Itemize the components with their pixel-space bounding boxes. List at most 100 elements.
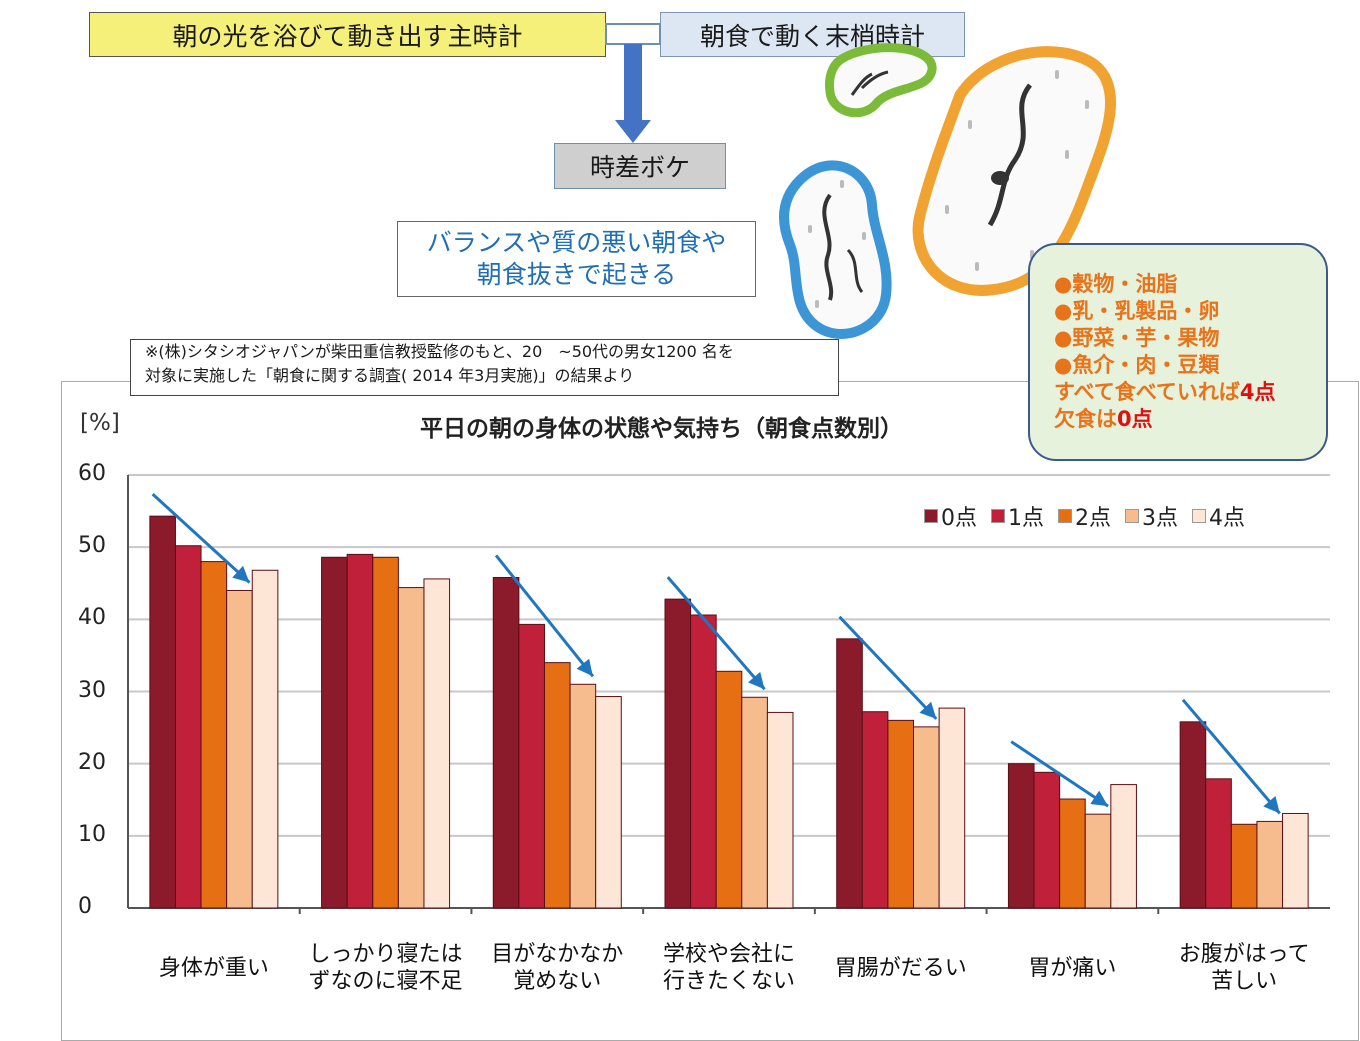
bar xyxy=(492,576,520,909)
bar xyxy=(1256,820,1284,909)
y-tick-label: 20 xyxy=(78,749,106,775)
bar xyxy=(346,553,374,909)
bad-breakfast-box: バランスや質の悪い朝食や 朝食抜きで起きる xyxy=(397,221,756,297)
trend-arrow xyxy=(494,554,595,678)
legend-label: 3点 xyxy=(1142,506,1178,531)
score-item-dairy: ●乳・乳製品・卵 xyxy=(1054,299,1220,323)
x-category-label: 学校や会社に 行きたくない xyxy=(662,942,795,994)
bar xyxy=(1205,778,1232,909)
master-clock-label: 朝の光を浴びて動き出す主時計 xyxy=(172,21,523,51)
legend-swatch xyxy=(1058,509,1072,523)
y-tick-label: 60 xyxy=(78,461,106,486)
down-arrow-shaft xyxy=(624,44,642,122)
bar xyxy=(766,711,794,909)
legend-swatch xyxy=(1125,509,1139,523)
bar xyxy=(518,623,545,909)
x-category-label: 胃が痛い xyxy=(1028,955,1117,981)
trend-arrow-head xyxy=(1090,790,1109,807)
y-tick-label: 50 xyxy=(78,533,106,559)
bar xyxy=(1230,823,1258,909)
bar xyxy=(1084,813,1112,909)
score-item-grains: ●穀物・油脂 xyxy=(1054,272,1178,296)
bar xyxy=(543,662,571,909)
bar xyxy=(321,556,348,909)
bar xyxy=(595,696,622,909)
legend-item: 3点 xyxy=(1125,500,1178,532)
bar xyxy=(174,545,202,909)
trend-arrow-head xyxy=(919,701,937,719)
legend-swatch xyxy=(1192,509,1206,523)
bar xyxy=(1110,784,1137,909)
legend-item: 1点 xyxy=(991,500,1044,532)
y-axis-unit: [%] xyxy=(80,410,120,436)
x-category-label: しっかり寝たは ずなのに寝不足 xyxy=(308,942,463,994)
trend-arrow xyxy=(838,615,938,720)
legend-swatch xyxy=(991,509,1005,523)
score-rule-full-text: すべて食べていれば xyxy=(1054,380,1240,404)
y-tick-label: 0 xyxy=(78,894,92,919)
bar xyxy=(251,569,279,909)
bar xyxy=(664,598,692,909)
bar xyxy=(715,670,743,909)
bar xyxy=(1179,721,1207,909)
y-tick-label: 30 xyxy=(78,677,106,703)
score-item-vegetables: ●野菜・芋・果物 xyxy=(1054,326,1220,350)
x-category-label: お腹がはって 苦しい xyxy=(1178,942,1310,994)
down-arrow-head xyxy=(615,120,651,143)
x-category-label: 胃腸がだるい xyxy=(834,955,967,981)
y-tick-label: 10 xyxy=(78,821,106,847)
trend-arrow-head xyxy=(748,671,765,690)
bar xyxy=(569,683,597,909)
diagram-graphics xyxy=(605,23,1116,339)
bar xyxy=(149,515,176,909)
master-clock-box: 朝の光を浴びて動き出す主時計 xyxy=(89,12,606,57)
cell-illustration xyxy=(779,43,1116,339)
bar xyxy=(861,711,889,909)
jetlag-label: 時差ボケ xyxy=(589,153,690,182)
legend-label: 4点 xyxy=(1209,506,1245,531)
score-rule-skip-text: 欠食は xyxy=(1054,407,1117,431)
survey-note-line-2: 対象に実施した「朝食に関する調査( 2014 年3月実施)」の結果より xyxy=(145,366,635,385)
legend-swatch xyxy=(924,509,938,523)
score-box: ●穀物・油脂 ●乳・乳製品・卵 ●野菜・芋・果物 ●魚介・肉・豆類 すべて食べて… xyxy=(1028,243,1328,461)
bar xyxy=(913,726,940,909)
bad-breakfast-line-2: 朝食抜きで起きる xyxy=(476,260,677,289)
bar xyxy=(200,561,228,909)
legend-item: 2点 xyxy=(1058,500,1111,532)
score-item-protein: ●魚介・肉・豆類 xyxy=(1054,353,1220,377)
jetlag-box: 時差ボケ xyxy=(554,143,726,189)
bad-breakfast-line-1: バランスや質の悪い朝食や xyxy=(426,228,727,257)
bar xyxy=(372,556,399,909)
x-category-label: 身体が重い xyxy=(158,955,269,981)
bar xyxy=(226,589,253,909)
legend-label: 2点 xyxy=(1075,506,1111,531)
trend-arrow-head xyxy=(1263,796,1280,814)
bar xyxy=(1059,798,1086,909)
trend-arrow-head xyxy=(576,658,593,677)
trend-arrow-head xyxy=(232,565,250,583)
legend-item: 4点 xyxy=(1192,500,1245,532)
bar xyxy=(887,719,915,909)
green-cell xyxy=(825,43,937,118)
bar xyxy=(741,696,768,909)
x-category-label: 目がなかなか 覚めない xyxy=(491,942,624,994)
bar-chart xyxy=(127,474,1330,914)
survey-note: ※(株)シタシオジャパンが柴田重信教授監修のもと、20 ~50代の男女1200 … xyxy=(130,339,839,396)
score-rule-skip-score: 0点 xyxy=(1117,407,1153,431)
score-rule-full: すべて食べていれば4点 xyxy=(1054,379,1326,406)
bar xyxy=(836,638,863,909)
trend-arrow xyxy=(151,493,251,584)
legend-label: 1点 xyxy=(1008,506,1044,531)
bar xyxy=(938,707,966,909)
trend-arrow xyxy=(1010,740,1109,808)
legend-item: 0点 xyxy=(924,500,977,532)
chart-title: 平日の朝の身体の状態や気持ち（朝食点数別） xyxy=(420,416,903,442)
score-rule-skip: 欠食は0点 xyxy=(1054,406,1326,433)
trend-arrow xyxy=(666,576,766,691)
bar xyxy=(397,587,425,909)
survey-note-line-1: ※(株)シタシオジャパンが柴田重信教授監修のもと、20 ~50代の男女1200 … xyxy=(145,342,734,361)
bar xyxy=(690,614,717,909)
bar xyxy=(1007,763,1035,909)
bar xyxy=(1282,812,1309,909)
y-tick-label: 40 xyxy=(78,605,106,631)
